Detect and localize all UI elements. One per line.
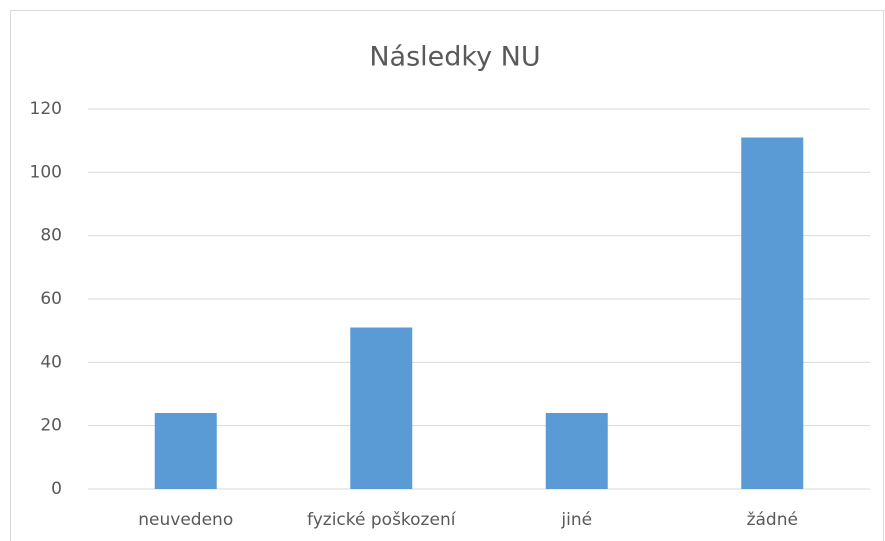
- bar: [154, 413, 217, 489]
- y-tick-label: 20: [40, 416, 62, 436]
- y-tick-label: 80: [40, 226, 62, 246]
- x-tick-label: jiné: [560, 510, 592, 530]
- chart-title: Následky NU: [369, 42, 540, 73]
- y-tick-label: 40: [40, 352, 62, 372]
- bar: [350, 327, 413, 489]
- x-tick-label: fyzické poškození: [307, 510, 457, 530]
- y-tick-label: 100: [30, 162, 62, 182]
- y-tick-label: 60: [40, 289, 62, 309]
- y-tick-label: 120: [30, 99, 62, 119]
- x-tick-label: neuvedeno: [138, 510, 233, 530]
- bar: [545, 413, 608, 489]
- y-tick-label: 0: [51, 479, 62, 499]
- bar: [741, 137, 804, 489]
- x-tick-label: žádné: [747, 510, 798, 530]
